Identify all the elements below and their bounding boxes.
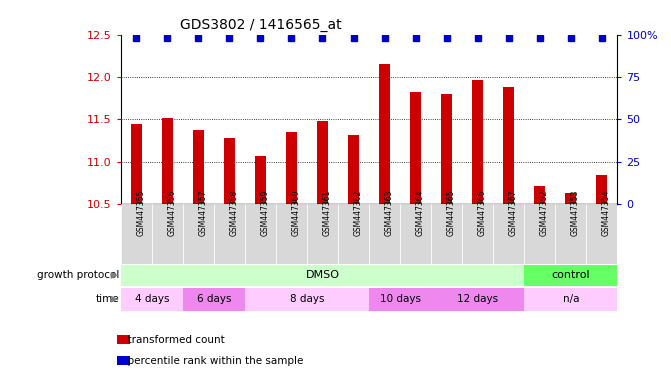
Bar	[431, 288, 524, 311]
Bar	[534, 185, 545, 204]
Bar	[472, 80, 483, 204]
Bar	[121, 288, 183, 311]
Text: GSM447355: GSM447355	[136, 190, 146, 236]
Bar	[276, 204, 307, 263]
Bar	[224, 138, 235, 204]
Bar	[255, 156, 266, 204]
Bar	[400, 204, 431, 263]
Bar	[379, 64, 390, 204]
Bar	[524, 288, 617, 311]
Bar	[503, 87, 514, 204]
Bar	[121, 204, 152, 263]
Bar	[410, 92, 421, 204]
Text: GSM447352: GSM447352	[539, 190, 549, 236]
Bar	[286, 132, 297, 204]
Text: GSM447364: GSM447364	[415, 190, 425, 236]
Bar	[524, 265, 617, 286]
Text: growth protocol: growth protocol	[37, 270, 119, 280]
Text: GSM447356: GSM447356	[167, 190, 176, 236]
Bar	[493, 204, 524, 263]
Text: GSM447357: GSM447357	[199, 190, 207, 236]
Bar	[193, 129, 204, 204]
Text: GSM447367: GSM447367	[509, 190, 518, 236]
Text: GSM447363: GSM447363	[384, 190, 394, 236]
Text: percentile rank within the sample: percentile rank within the sample	[121, 356, 303, 366]
Bar	[369, 204, 400, 263]
Bar	[317, 121, 328, 204]
Text: GSM447365: GSM447365	[447, 190, 456, 236]
Bar	[183, 204, 214, 263]
Bar	[462, 204, 493, 263]
Bar	[162, 118, 172, 204]
Bar	[214, 204, 245, 263]
Bar	[555, 204, 586, 263]
Bar	[586, 204, 617, 263]
Bar	[245, 204, 276, 263]
Bar	[348, 135, 359, 204]
Text: 8 days: 8 days	[290, 294, 324, 304]
Bar	[152, 204, 183, 263]
Text: control: control	[552, 270, 590, 280]
Bar	[524, 204, 556, 263]
Text: 4 days: 4 days	[135, 294, 169, 304]
Bar	[566, 193, 576, 204]
Text: n/a: n/a	[562, 294, 579, 304]
Text: GSM447366: GSM447366	[478, 190, 486, 236]
Text: GSM447358: GSM447358	[229, 190, 238, 236]
Bar	[121, 265, 524, 286]
Bar	[369, 288, 431, 311]
Text: 10 days: 10 days	[380, 294, 421, 304]
Bar	[431, 204, 462, 263]
Text: 6 days: 6 days	[197, 294, 231, 304]
Bar	[338, 204, 369, 263]
Bar	[597, 175, 607, 204]
Text: 12 days: 12 days	[457, 294, 499, 304]
Text: GSM447354: GSM447354	[602, 190, 611, 236]
Bar	[183, 288, 245, 311]
Text: transformed count: transformed count	[121, 335, 225, 345]
Bar	[442, 94, 452, 204]
Bar	[245, 288, 369, 311]
Text: GSM447353: GSM447353	[571, 190, 580, 236]
Text: DMSO: DMSO	[305, 270, 340, 280]
Text: GSM447362: GSM447362	[354, 190, 362, 236]
Text: GDS3802 / 1416565_at: GDS3802 / 1416565_at	[180, 18, 342, 32]
Bar	[307, 204, 338, 263]
Text: GSM447360: GSM447360	[291, 190, 301, 236]
Text: time: time	[95, 294, 119, 304]
Text: GSM447361: GSM447361	[323, 190, 331, 236]
Bar	[131, 124, 142, 204]
Text: GSM447359: GSM447359	[260, 190, 270, 236]
